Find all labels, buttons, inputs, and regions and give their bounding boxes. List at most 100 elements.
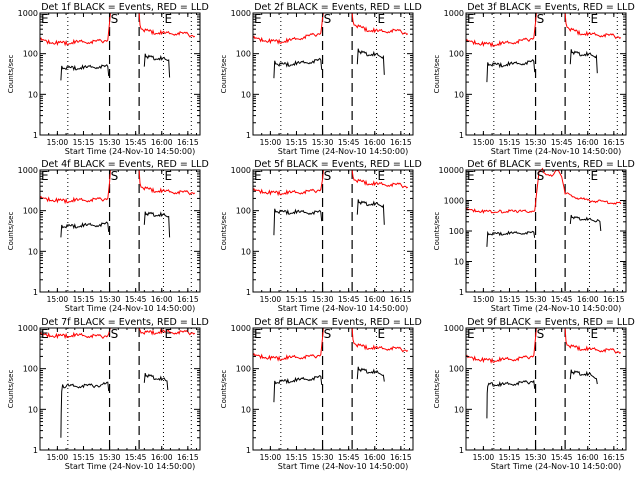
x-tick-label: 15:45: [338, 295, 360, 304]
event-marker-e: E: [254, 327, 262, 341]
events-series-line: [143, 372, 169, 390]
y-tick-label: 100: [236, 365, 251, 374]
lld-series-line: [351, 327, 409, 353]
x-tick-label: 15:15: [499, 295, 521, 304]
event-marker-e: E: [254, 169, 262, 183]
lld-series-line: [252, 169, 324, 197]
x-axis-label: Start Time (24-Nov-10 14:50:00): [278, 147, 408, 156]
y-tick-label: 1: [33, 288, 38, 297]
x-tick-label: 15:45: [338, 453, 360, 462]
y-tick-label: 1: [246, 446, 251, 455]
panel-det-3: Det 3f BLACK = Events, RED = LLD 1 10 100 10…: [433, 2, 635, 156]
y-tick-label: 10: [241, 247, 251, 256]
event-marker-s: S: [537, 12, 545, 26]
x-tick-label: 16:15: [177, 138, 199, 147]
y-tick-label: 10: [454, 258, 464, 267]
x-tick-label: 16:15: [603, 453, 625, 462]
events-series-line: [60, 64, 110, 81]
lld-series-line: [138, 169, 196, 196]
y-axis-label: Counts/sec: [220, 212, 228, 251]
y-tick-label: 10: [454, 405, 464, 414]
x-tick-label: 16:00: [364, 453, 386, 462]
x-tick-label: 16:15: [603, 295, 625, 304]
y-tick-label: 1000: [231, 166, 251, 175]
event-marker-s: S: [537, 169, 545, 183]
y-tick-label: 100: [23, 207, 38, 216]
y-tick-label: 100: [236, 207, 251, 216]
x-tick-label: 15:00: [260, 138, 282, 147]
x-tick-label: 15:30: [312, 453, 334, 462]
y-tick-label: 1000: [231, 324, 251, 333]
x-tick-label: 15:00: [47, 453, 69, 462]
x-tick-label: 15:00: [47, 138, 69, 147]
y-tick-label: 1: [246, 288, 251, 297]
event-marker-e: E: [467, 12, 475, 26]
event-marker-e: E: [590, 327, 598, 341]
y-axis-label: Counts/sec: [7, 55, 15, 94]
x-tick-label: 15:15: [286, 295, 308, 304]
events-series-line: [273, 57, 323, 79]
events-series-line: [569, 49, 598, 74]
lld-series-line: [564, 12, 622, 40]
event-marker-e: E: [467, 169, 475, 183]
y-tick-label: 1000: [18, 9, 38, 18]
x-tick-label: 15:45: [125, 138, 147, 147]
x-tick-label: 15:45: [125, 295, 147, 304]
event-marker-s: S: [111, 12, 119, 26]
y-tick-label: 100: [449, 50, 464, 59]
y-axis-label: Counts/sec: [433, 370, 441, 409]
event-marker-e: E: [41, 327, 49, 341]
panel-title: Det 8f BLACK = Events, RED = LLD: [254, 317, 422, 328]
y-axis-label: Counts/sec: [220, 370, 228, 409]
x-tick-label: 16:00: [151, 295, 173, 304]
x-tick-label: 15:15: [73, 138, 95, 147]
x-tick-label: 15:00: [47, 295, 69, 304]
y-tick-label: 1: [33, 446, 38, 455]
event-marker-s: S: [537, 327, 545, 341]
x-tick-label: 16:00: [151, 453, 173, 462]
events-series-line: [143, 211, 171, 238]
lld-series-line: [39, 327, 111, 340]
x-tick-label: 15:30: [525, 453, 547, 462]
y-tick-label: 10: [454, 90, 464, 99]
x-tick-label: 15:15: [499, 138, 521, 147]
events-series-line: [60, 381, 110, 438]
events-series-line: [486, 230, 536, 247]
event-marker-e: E: [377, 12, 385, 26]
x-axis-label: Start Time (24-Nov-10 14:50:00): [65, 462, 195, 471]
event-marker-s: S: [111, 327, 119, 341]
events-series-line: [356, 199, 385, 225]
y-tick-label: 10: [241, 405, 251, 414]
x-tick-label: 15:30: [525, 138, 547, 147]
x-axis-label: Start Time (24-Nov-10 14:50:00): [65, 304, 195, 313]
x-tick-label: 15:45: [338, 138, 360, 147]
panel-title: Det 3f BLACK = Events, RED = LLD: [467, 2, 635, 13]
panel-det-1: Det 1f BLACK = Events, RED = LLD 1 10 100 10…: [7, 2, 209, 156]
lld-series-line: [138, 12, 196, 38]
x-tick-label: 16:00: [364, 295, 386, 304]
x-axis-label: Start Time (24-Nov-10 14:50:00): [491, 147, 621, 156]
events-series-line: [356, 366, 385, 382]
y-tick-label: 1000: [18, 166, 38, 175]
plot-frame: [39, 327, 201, 451]
y-tick-label: 1: [459, 446, 464, 455]
plot-frame: [465, 169, 627, 293]
panel-det-9: Det 9f BLACK = Events, RED = LLD 1 10 100 10…: [433, 317, 635, 471]
x-tick-label: 15:15: [499, 453, 521, 462]
lld-series-line: [138, 327, 196, 336]
lld-series-line: [252, 12, 324, 45]
event-marker-e: E: [164, 169, 172, 183]
y-tick-label: 1000: [444, 9, 464, 18]
x-tick-label: 15:45: [551, 453, 573, 462]
event-marker-s: S: [324, 12, 332, 26]
x-tick-label: 16:00: [577, 138, 599, 147]
lld-series-line: [564, 327, 622, 354]
x-tick-label: 15:00: [260, 295, 282, 304]
x-tick-label: 15:00: [473, 138, 495, 147]
event-marker-e: E: [377, 327, 385, 341]
x-axis-label: Start Time (24-Nov-10 14:50:00): [278, 304, 408, 313]
x-tick-label: 15:15: [73, 453, 95, 462]
x-tick-label: 15:00: [473, 453, 495, 462]
plot-frame: [252, 12, 414, 136]
y-tick-label: 1: [246, 131, 251, 140]
